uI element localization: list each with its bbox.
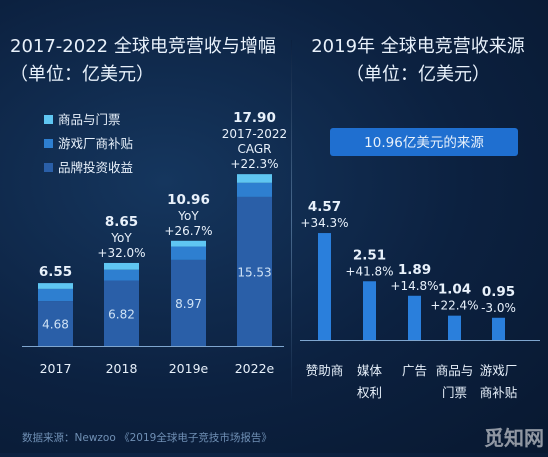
- x-tick-label: 权利: [357, 385, 382, 400]
- bar: [448, 315, 461, 340]
- callout-text: 10.96亿美元的来源: [364, 135, 484, 151]
- bar-inner-label: 15.53: [237, 265, 271, 279]
- x-tick-label: 2018: [106, 361, 138, 376]
- growth-label: +34.3%: [300, 216, 348, 230]
- growth-label: +32.0%: [97, 246, 145, 260]
- x-tick-label: 2019e: [169, 361, 209, 376]
- legend-swatch: [44, 115, 53, 124]
- x-tick-label: 2017: [40, 361, 72, 376]
- left-chart-title: 2017-2022 全球电竞营收与增幅: [10, 36, 276, 57]
- bar-segment: [171, 246, 206, 260]
- bar-total-label: 10.96: [167, 192, 210, 208]
- right-chart-title: 2019年 全球电竞营收来源: [311, 36, 525, 57]
- bar-total-label: 6.55: [39, 264, 72, 280]
- x-tick-label: 商补贴: [480, 385, 518, 400]
- watermark: 觅知网: [484, 426, 544, 450]
- bar-value-label: 0.95: [482, 284, 515, 300]
- bar-value-label: 1.89: [398, 262, 431, 278]
- bar-segment: [237, 182, 272, 197]
- growth-label: 2017-2022: [222, 127, 287, 141]
- bar: [408, 295, 421, 340]
- legend-label: 游戏厂商补贴: [58, 136, 133, 151]
- panel-divider: [291, 40, 292, 400]
- bar-segment: [104, 280, 139, 346]
- bar: [363, 281, 376, 340]
- bar-value-label: 2.51: [353, 247, 386, 263]
- bar-total-label: 8.65: [105, 214, 138, 230]
- right-chart-subtitle: （单位：亿美元）: [346, 64, 490, 85]
- source-note: 数据来源：Newzoo 《2019全球电子竞技市场报告》: [22, 432, 272, 444]
- bar-value-label: 4.57: [308, 199, 341, 215]
- x-tick-label: 商品与: [436, 363, 474, 378]
- legend-swatch: [44, 163, 53, 172]
- bar-inner-label: 8.97: [175, 297, 202, 311]
- growth-label: CAGR: [237, 142, 271, 156]
- legend-label: 商品与门票: [58, 112, 121, 127]
- bar-inner-label: 6.82: [108, 307, 135, 321]
- bar-segment: [38, 301, 73, 346]
- bar-segment: [38, 288, 73, 302]
- growth-label: YoY: [110, 231, 132, 245]
- growth-label: YoY: [177, 209, 199, 223]
- bar: [492, 317, 505, 340]
- x-tick-label: 广告: [402, 363, 427, 378]
- growth-label: +22.4%: [430, 299, 478, 313]
- bar-segment: [237, 174, 272, 183]
- growth-label: -3.0%: [481, 301, 516, 315]
- x-tick-label: 游戏厂: [480, 363, 518, 378]
- bar-total-label: 17.90: [233, 110, 276, 126]
- bar-segment: [237, 196, 272, 346]
- left-chart-subtitle: （单位：亿美元）: [10, 64, 154, 85]
- bar-segment: [171, 240, 206, 247]
- bar-segment: [104, 262, 139, 270]
- growth-label: +41.8%: [345, 264, 393, 278]
- bar: [318, 233, 331, 340]
- bar-value-label: 1.04: [438, 282, 471, 298]
- x-tick-label: 媒体: [357, 363, 383, 378]
- bar-segment: [104, 269, 139, 281]
- growth-label: +14.8%: [390, 279, 438, 293]
- callout-box: [330, 128, 518, 156]
- x-tick-label: 赞助商: [306, 363, 344, 378]
- x-tick-label: 2022e: [235, 361, 275, 376]
- bar-segment: [38, 283, 73, 289]
- legend-label: 品牌投资收益: [58, 160, 133, 175]
- growth-label: +22.3%: [230, 157, 278, 171]
- growth-label: +26.7%: [164, 224, 212, 238]
- bar-inner-label: 4.68: [42, 318, 69, 332]
- x-tick-label: 门票: [442, 385, 467, 400]
- bar-segment: [171, 259, 206, 346]
- legend-swatch: [44, 139, 53, 148]
